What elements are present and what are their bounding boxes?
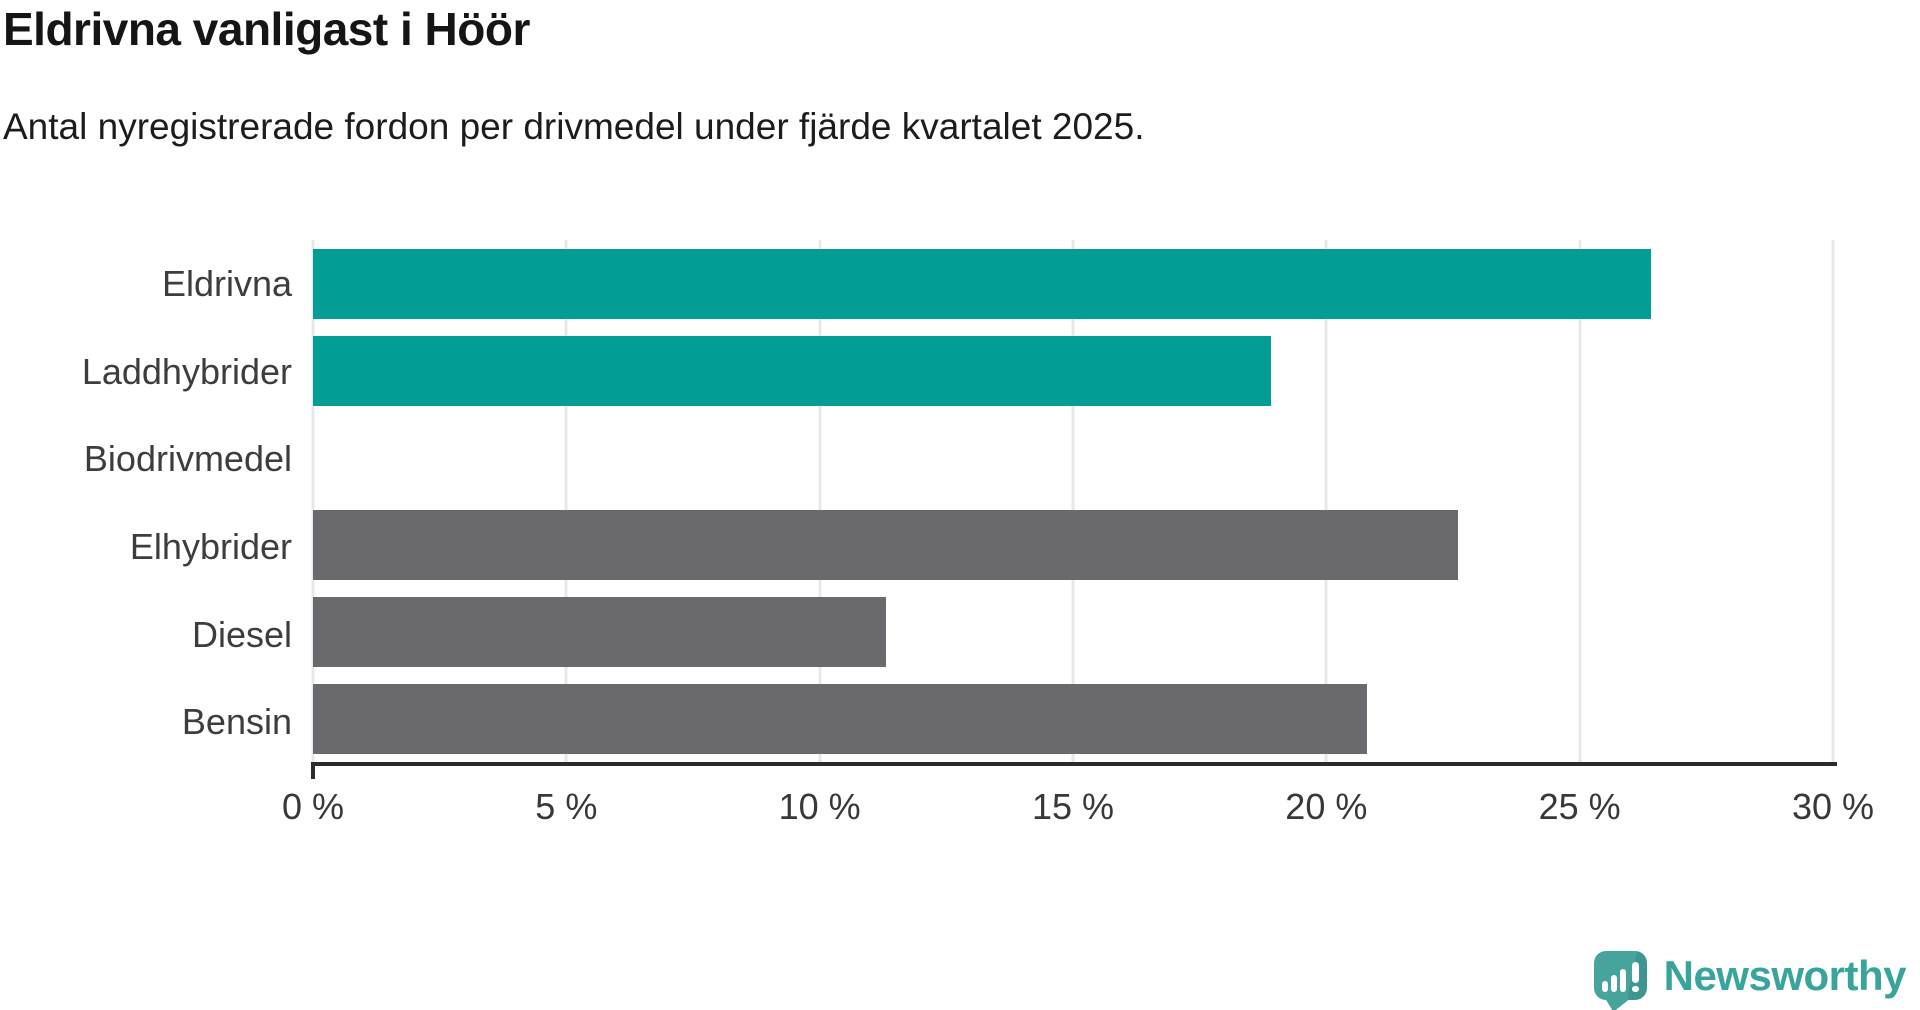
y-axis-category-labels: Eldrivna Laddhybrider Biodrivmedel Elhyb…: [0, 240, 292, 766]
tick-label-10: 10 %: [778, 786, 861, 827]
gridline-20: [1324, 240, 1328, 762]
category-label-elhybrider: Elhybrider: [129, 525, 292, 567]
tick-label-20: 20 %: [1285, 786, 1368, 827]
newsworthy-bubble-chart-icon: [1593, 951, 1647, 1010]
category-label-biodrivmedel: Biodrivmedel: [83, 438, 292, 480]
exclamation-icon: [1631, 962, 1639, 992]
bar-eldrivna: [313, 248, 1651, 319]
gridline-5: [564, 240, 568, 762]
newsworthy-logo: Newsworthy: [1593, 951, 1907, 1010]
bar-row: [313, 414, 1833, 501]
bar-diesel: [313, 596, 886, 667]
tick-label-0: 0 %: [281, 786, 345, 827]
bar-row: [313, 327, 1833, 414]
tick-label-25: 25 %: [1538, 786, 1621, 827]
bar-laddhybrider: [313, 335, 1271, 406]
plot-area: [311, 240, 1837, 779]
gridline-15: [1071, 240, 1075, 762]
speech-bubble-tail: [1605, 999, 1630, 1010]
x-axis-line: [311, 762, 1837, 766]
tick-label-30: 30 %: [1791, 786, 1875, 827]
tick-label-15: 15 %: [1031, 786, 1115, 827]
axis-tick-30: [311, 766, 315, 779]
tick-label-5: 5 %: [535, 786, 598, 827]
gridline-30: [1831, 240, 1835, 762]
chart-subtitle: Antal nyregistrerade fordon per drivmede…: [3, 106, 1145, 147]
x-axis-tick-labels: 0 % 5 % 10 % 15 % 20 % 25 % 30 %: [282, 786, 1874, 830]
mini-bar-chart-icon: [1601, 969, 1626, 992]
category-label-diesel: Diesel: [191, 613, 292, 655]
category-label-eldrivna: Eldrivna: [161, 262, 292, 304]
gridline-10: [818, 240, 822, 762]
newsworthy-wordmark: Newsworthy: [1663, 951, 1907, 999]
bar-row: [313, 588, 1833, 675]
category-label-bensin: Bensin: [181, 701, 292, 743]
chart-title: Eldrivna vanligast i Höör: [3, 3, 530, 55]
bar-bensin: [313, 683, 1367, 754]
bar-elhybrider: [313, 509, 1459, 580]
bar-row: [313, 501, 1833, 588]
bar-rows: [313, 240, 1833, 762]
gridline-25: [1578, 240, 1582, 762]
bar-row: [313, 675, 1833, 762]
bar-row: [313, 240, 1833, 327]
gridline-0: [311, 240, 315, 762]
category-label-laddhybrider: Laddhybrider: [81, 350, 292, 392]
